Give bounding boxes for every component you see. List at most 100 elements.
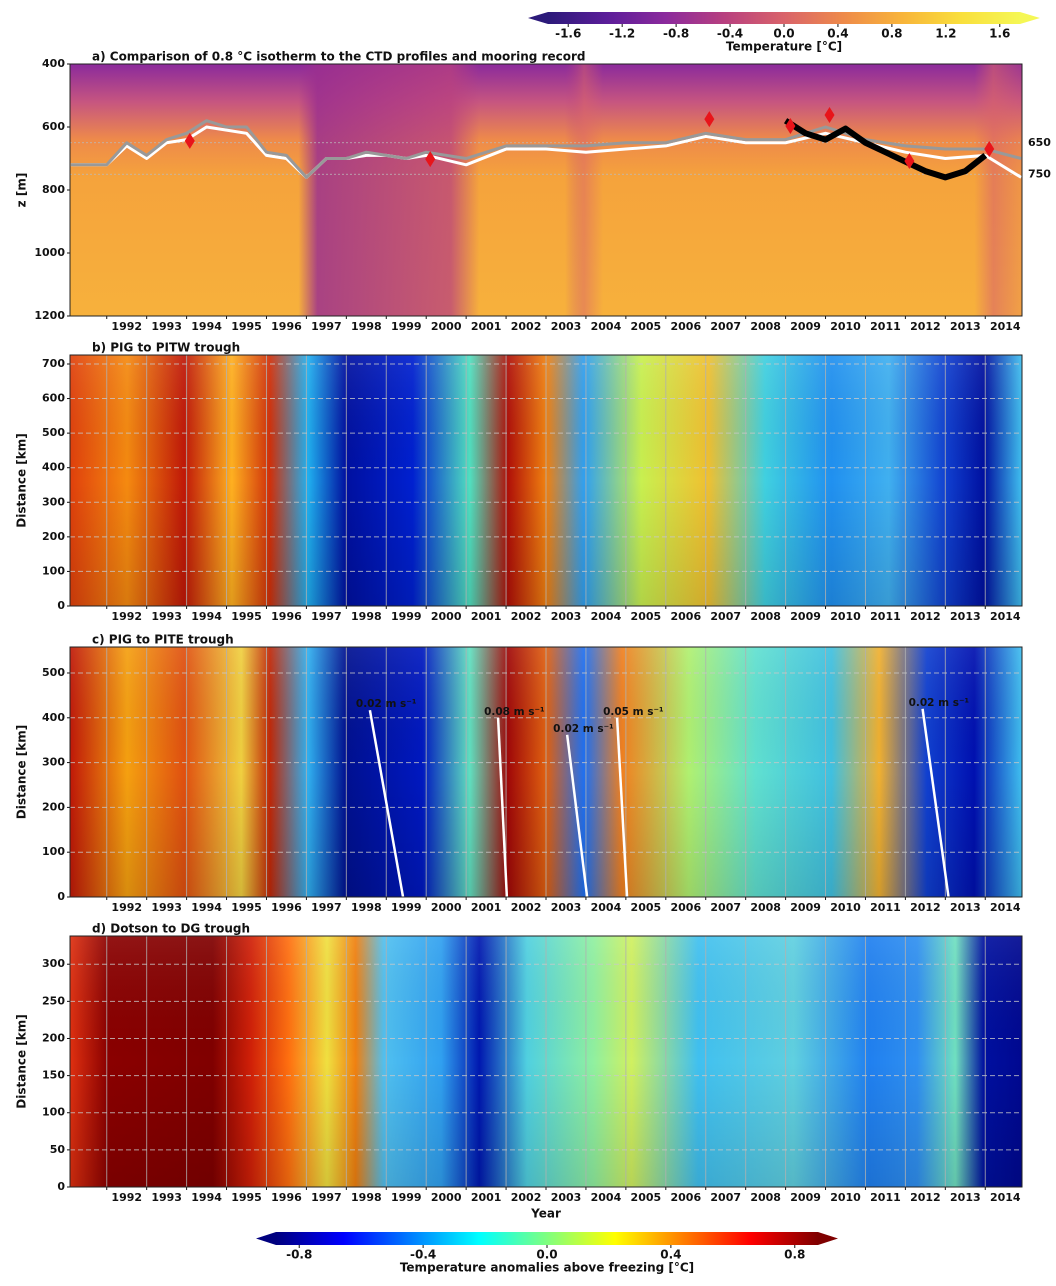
x-tick-label: 2002 [511,320,542,333]
plot-frame [69,354,1023,607]
x-axis-label: Year [530,1207,561,1221]
x-tick-label: 1996 [271,320,302,333]
y-tick-label: 50 [50,1143,66,1156]
x-tick-label: 2013 [950,1191,981,1204]
panel-title: a) Comparison of 0.8 °C isotherm to the … [92,50,586,64]
x-tick-label: 2011 [870,901,901,914]
y-axis-label: Distance [km] [15,725,29,819]
colorbar-tick-label: -1.2 [609,27,635,41]
y-tick-label: 0 [57,599,65,612]
y-tick-label: 400 [42,57,65,70]
colorbar [276,1232,818,1245]
colorbar-tick-label: -0.8 [286,1248,312,1262]
ctd-marker [984,141,995,158]
x-tick-label: 2011 [870,610,901,623]
colorbar-tick-label: -1.6 [555,27,581,41]
x-tick-label: 2009 [790,901,821,914]
propagation-line [615,717,629,898]
isotherm-line [70,119,1022,179]
x-tick-label: 2001 [471,901,502,914]
x-tick-label: 1999 [391,610,422,623]
x-tick-label: 2008 [750,901,781,914]
ctd-marker [704,111,715,128]
x-tick-label: 1997 [311,320,342,333]
x-tick-label: 2010 [830,901,861,914]
x-tick-label: 2013 [950,610,981,623]
colorbar-tick-label: 0.4 [660,1248,681,1262]
plot-frame [69,646,1023,898]
y-tick-label: 300 [42,756,65,769]
x-tick-label: 1993 [151,610,182,623]
y-tick-label: 100 [42,1106,65,1119]
x-tick-label: 2000 [431,320,462,333]
y-axis-label: z [m] [15,173,29,208]
x-tick-label: 1996 [271,1191,302,1204]
ctd-marker [904,153,915,170]
x-tick-label: 2006 [670,1191,701,1204]
y-tick-label: 800 [42,183,65,196]
colorbar-tick-label: -0.8 [663,27,689,41]
x-tick-label: 1998 [351,901,382,914]
y-tick-label: 300 [42,495,65,508]
colorbar-tick-label: 0.0 [773,27,794,41]
x-tick-label: 2008 [750,320,781,333]
reference-label: 650 [1028,136,1051,149]
y-tick-label: 400 [42,461,65,474]
ctd-marker [785,118,796,135]
x-tick-label: 2000 [431,610,462,623]
x-tick-label: 2002 [511,901,542,914]
x-tick-label: 1997 [311,610,342,623]
x-tick-label: 1996 [271,610,302,623]
x-tick-label: 2002 [511,610,542,623]
x-tick-label: 2013 [950,320,981,333]
x-tick-label: 2003 [551,901,582,914]
x-tick-label: 1992 [111,1191,142,1204]
colorbar-tick-label: 0.8 [881,27,902,41]
x-tick-label: 1999 [391,1191,422,1204]
x-tick-label: 2006 [670,320,701,333]
x-tick-label: 1993 [151,320,182,333]
colorbar-tick-label: -0.4 [717,27,743,41]
x-tick-label: 2005 [631,1191,662,1204]
y-tick-label: 100 [42,564,65,577]
x-tick-label: 2004 [591,320,622,333]
propagation-line [921,708,950,898]
x-tick-label: 2014 [990,1191,1021,1204]
y-tick-label: 400 [42,711,65,724]
colorbar-tick-label: -0.4 [410,1248,436,1262]
y-tick-label: 100 [42,845,65,858]
x-tick-label: 2013 [950,901,981,914]
colorbar-tick-label: 0.0 [536,1248,557,1262]
x-tick-label: 1995 [231,610,262,623]
x-tick-label: 1999 [391,320,422,333]
x-tick-label: 2001 [471,320,502,333]
reference-label: 750 [1028,167,1051,180]
panel-title: c) PIG to PITE trough [92,633,234,647]
x-tick-label: 1997 [311,1191,342,1204]
propagation-line [368,709,405,898]
y-tick-label: 200 [42,530,65,543]
y-tick-label: 0 [57,890,65,903]
x-tick-label: 1995 [231,901,262,914]
x-tick-label: 2014 [990,901,1021,914]
x-tick-label: 2010 [830,610,861,623]
x-tick-label: 1994 [191,610,222,623]
x-tick-label: 1992 [111,320,142,333]
speed-label: 0.05 m s⁻¹ [603,706,664,718]
x-tick-label: 1994 [191,901,222,914]
colorbar-tick-label: 0.8 [784,1248,805,1262]
x-tick-label: 1993 [151,901,182,914]
panel-title: b) PIG to PITW trough [92,341,240,355]
x-tick-label: 1995 [231,320,262,333]
y-tick-label: 250 [42,994,65,1007]
x-tick-label: 2007 [710,610,741,623]
y-tick-label: 1000 [34,246,65,259]
x-tick-label: 2009 [790,320,821,333]
x-tick-label: 2005 [631,901,662,914]
x-tick-label: 2014 [990,320,1021,333]
x-tick-label: 1999 [391,901,422,914]
speed-label: 0.02 m s⁻¹ [356,698,417,710]
colorbar-tick-label: 1.6 [989,27,1010,41]
colorbar-tick-label: 1.2 [935,27,956,41]
